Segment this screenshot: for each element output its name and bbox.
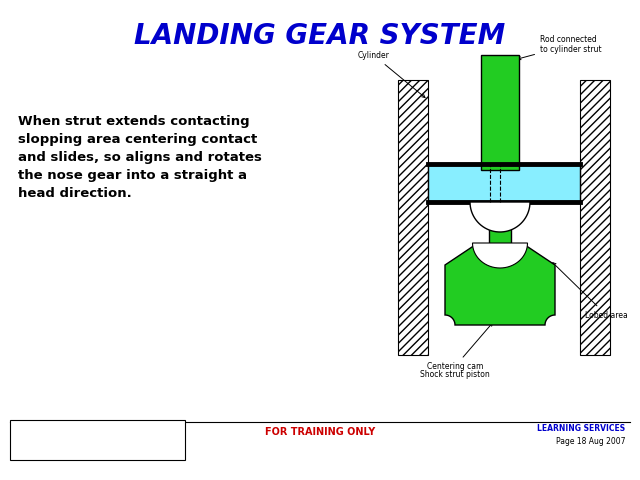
Bar: [10, 420, 185, 460]
Polygon shape: [470, 202, 530, 232]
Text: FOR TRAINING ONLY: FOR TRAINING ONLY: [265, 427, 375, 437]
Polygon shape: [472, 243, 527, 268]
Polygon shape: [445, 245, 555, 325]
Text: Cylinder: Cylinder: [358, 51, 425, 97]
Text: Lobed area: Lobed area: [553, 263, 628, 320]
Bar: [398, 80, 428, 355]
Text: Page 18 Aug 2007: Page 18 Aug 2007: [556, 437, 625, 446]
Bar: [580, 80, 610, 355]
Bar: [489, 202, 511, 245]
Text: AIRFRAME POWERPLANT/: AIRFRAME POWERPLANT/: [59, 424, 138, 429]
Text: LEARNING SERVICES: LEARNING SERVICES: [537, 424, 625, 433]
Text: Rod connected
to cylinder strut: Rod connected to cylinder strut: [518, 35, 602, 60]
Text: Centering cam: Centering cam: [427, 323, 493, 371]
Text: LANDING GEAR SYSTEM: LANDING GEAR SYSTEM: [134, 22, 506, 50]
Bar: [428, 164, 580, 202]
Text: EFFECTIVITY:: EFFECTIVITY:: [14, 424, 66, 430]
Bar: [481, 55, 519, 170]
Text: ELECTRICAL AVIONIC: ELECTRICAL AVIONIC: [14, 436, 80, 441]
Text: When strut extends contacting
slopping area centering contact
and slides, so ali: When strut extends contacting slopping a…: [18, 115, 262, 200]
Text: Shock strut piston: Shock strut piston: [420, 370, 490, 379]
